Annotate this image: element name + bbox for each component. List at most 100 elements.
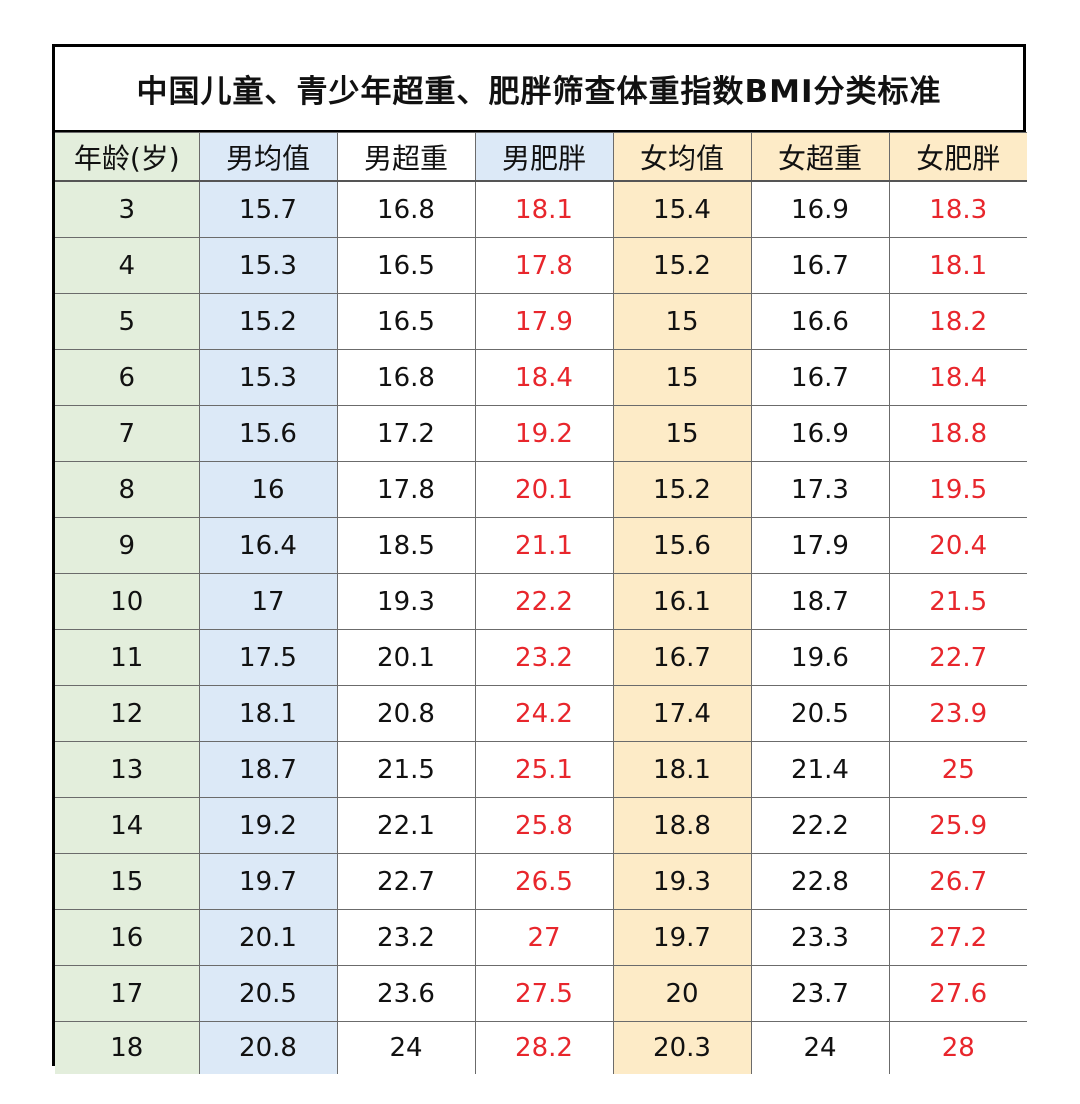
female-mean-cell: 15 [612, 349, 752, 406]
male-obese-cell: 17.9 [474, 293, 614, 350]
age-cell: 15 [55, 853, 200, 910]
male-overweight-cell: 18.5 [336, 517, 476, 574]
table-row: 16 20.1 23.2 27 19.7 23.3 27.2 [55, 909, 1027, 966]
female-obese-cell: 25 [888, 741, 1027, 798]
female-mean-cell: 15.2 [612, 237, 752, 294]
male-overweight-cell: 22.1 [336, 797, 476, 854]
table-row: 17 20.5 23.6 27.5 20 23.7 27.6 [55, 965, 1027, 1022]
female-overweight-cell: 22.2 [750, 797, 890, 854]
table-row: 8 16 17.8 20.1 15.2 17.3 19.5 [55, 461, 1027, 518]
table-row: 18 20.8 24 28.2 20.3 24 28 [55, 1021, 1027, 1074]
male-obese-cell: 27.5 [474, 965, 614, 1022]
male-overweight-cell: 16.5 [336, 293, 476, 350]
male-mean-cell: 18.7 [198, 741, 338, 798]
male-overweight-cell: 24 [336, 1021, 476, 1074]
female-mean-cell: 19.7 [612, 909, 752, 966]
male-mean-cell: 16.4 [198, 517, 338, 574]
male-mean-cell: 16 [198, 461, 338, 518]
male-obese-cell: 22.2 [474, 573, 614, 630]
female-mean-cell: 15.6 [612, 517, 752, 574]
female-overweight-cell: 24 [750, 1021, 890, 1074]
female-overweight-cell: 17.9 [750, 517, 890, 574]
female-obese-cell: 27.6 [888, 965, 1027, 1022]
male-mean-cell: 17.5 [198, 629, 338, 686]
female-mean-cell: 15 [612, 293, 752, 350]
female-overweight-cell: 18.7 [750, 573, 890, 630]
male-overweight-cell: 16.8 [336, 349, 476, 406]
male-obese-cell: 19.2 [474, 405, 614, 462]
female-obese-cell: 18.3 [888, 180, 1027, 238]
table-title: 中国儿童、青少年超重、肥胖筛查体重指数BMI分类标准 [55, 47, 1023, 132]
male-mean-cell: 20.8 [198, 1021, 338, 1074]
header-female-mean: 女均值 [612, 132, 752, 182]
female-overweight-cell: 16.7 [750, 237, 890, 294]
male-mean-cell: 17 [198, 573, 338, 630]
female-mean-cell: 18.1 [612, 741, 752, 798]
header-row: 年龄(岁) 男均值 男超重 男肥胖 女均值 女超重 女肥胖 [55, 132, 1027, 182]
male-obese-cell: 18.4 [474, 349, 614, 406]
age-cell: 10 [55, 573, 200, 630]
female-obese-cell: 18.4 [888, 349, 1027, 406]
age-cell: 13 [55, 741, 200, 798]
female-overweight-cell: 16.9 [750, 180, 890, 238]
male-obese-cell: 21.1 [474, 517, 614, 574]
female-overweight-cell: 16.9 [750, 405, 890, 462]
age-cell: 17 [55, 965, 200, 1022]
age-cell: 8 [55, 461, 200, 518]
female-obese-cell: 21.5 [888, 573, 1027, 630]
female-mean-cell: 20.3 [612, 1021, 752, 1074]
header-female-obese: 女肥胖 [888, 132, 1027, 182]
male-obese-cell: 18.1 [474, 180, 614, 238]
female-obese-cell: 23.9 [888, 685, 1027, 742]
male-overweight-cell: 21.5 [336, 741, 476, 798]
male-overweight-cell: 20.1 [336, 629, 476, 686]
table-row: 15 19.7 22.7 26.5 19.3 22.8 26.7 [55, 853, 1027, 910]
male-obese-cell: 24.2 [474, 685, 614, 742]
female-mean-cell: 17.4 [612, 685, 752, 742]
female-overweight-cell: 19.6 [750, 629, 890, 686]
table-row: 3 15.7 16.8 18.1 15.4 16.9 18.3 [55, 180, 1027, 238]
male-mean-cell: 18.1 [198, 685, 338, 742]
female-overweight-cell: 20.5 [750, 685, 890, 742]
age-cell: 11 [55, 629, 200, 686]
age-cell: 6 [55, 349, 200, 406]
male-mean-cell: 20.1 [198, 909, 338, 966]
male-mean-cell: 19.7 [198, 853, 338, 910]
header-age: 年龄(岁) [55, 132, 200, 182]
female-obese-cell: 28 [888, 1021, 1027, 1074]
table-row: 5 15.2 16.5 17.9 15 16.6 18.2 [55, 293, 1027, 350]
header-male-mean: 男均值 [198, 132, 338, 182]
bmi-table: 年龄(岁) 男均值 男超重 男肥胖 女均值 女超重 女肥胖 3 15.7 16.8 1… [55, 132, 1027, 1074]
male-overweight-cell: 22.7 [336, 853, 476, 910]
table-row: 14 19.2 22.1 25.8 18.8 22.2 25.9 [55, 797, 1027, 854]
female-obese-cell: 18.8 [888, 405, 1027, 462]
male-mean-cell: 15.6 [198, 405, 338, 462]
age-cell: 5 [55, 293, 200, 350]
female-obese-cell: 27.2 [888, 909, 1027, 966]
age-cell: 7 [55, 405, 200, 462]
age-cell: 4 [55, 237, 200, 294]
male-overweight-cell: 23.6 [336, 965, 476, 1022]
male-overweight-cell: 16.8 [336, 180, 476, 238]
table-row: 11 17.5 20.1 23.2 16.7 19.6 22.7 [55, 629, 1027, 686]
age-cell: 18 [55, 1021, 200, 1074]
female-overweight-cell: 23.3 [750, 909, 890, 966]
age-cell: 12 [55, 685, 200, 742]
table-row: 13 18.7 21.5 25.1 18.1 21.4 25 [55, 741, 1027, 798]
age-cell: 3 [55, 180, 200, 238]
table-row: 7 15.6 17.2 19.2 15 16.9 18.8 [55, 405, 1027, 462]
male-mean-cell: 15.7 [198, 180, 338, 238]
female-mean-cell: 15.2 [612, 461, 752, 518]
table-row: 4 15.3 16.5 17.8 15.2 16.7 18.1 [55, 237, 1027, 294]
female-mean-cell: 18.8 [612, 797, 752, 854]
age-cell: 9 [55, 517, 200, 574]
male-obese-cell: 20.1 [474, 461, 614, 518]
female-obese-cell: 25.9 [888, 797, 1027, 854]
female-mean-cell: 19.3 [612, 853, 752, 910]
male-obese-cell: 23.2 [474, 629, 614, 686]
male-obese-cell: 17.8 [474, 237, 614, 294]
female-obese-cell: 19.5 [888, 461, 1027, 518]
male-overweight-cell: 23.2 [336, 909, 476, 966]
female-mean-cell: 16.1 [612, 573, 752, 630]
female-obese-cell: 18.1 [888, 237, 1027, 294]
